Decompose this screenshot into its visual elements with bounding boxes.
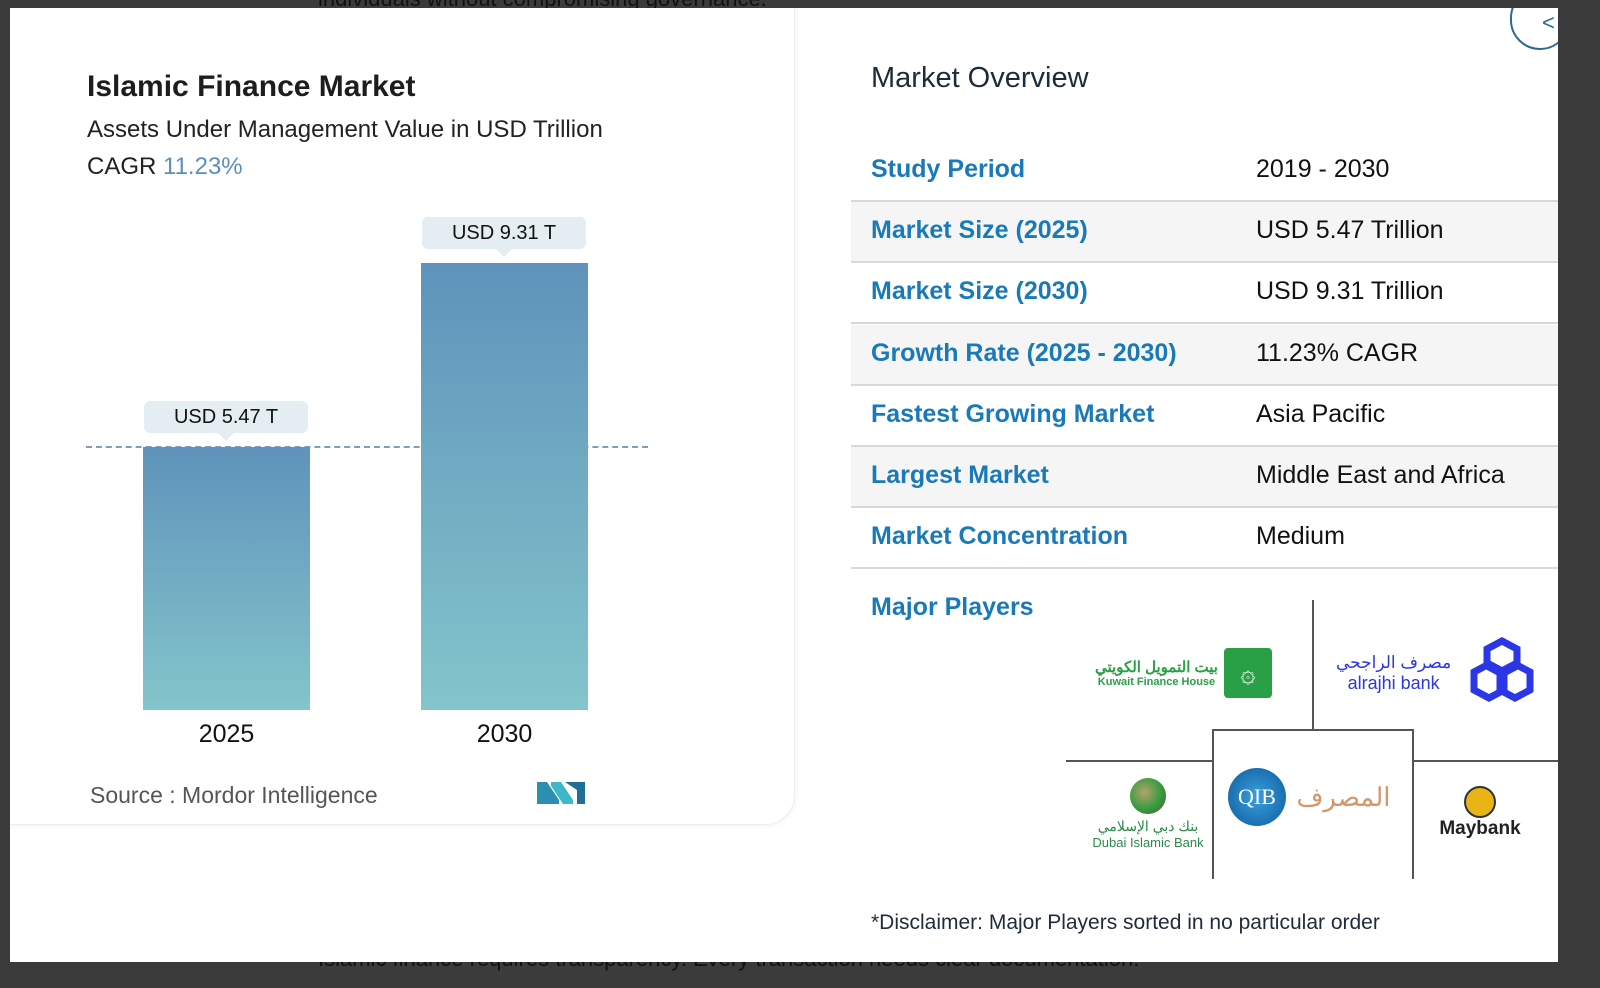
market-snapshot-card: Islamic Finance Market Assets Under Mana… (10, 8, 1558, 962)
overview-row: Study Period 2019 - 2030 (851, 141, 1558, 202)
background-text-top: individuals without compromising governa… (318, 0, 767, 12)
bar-2025 (143, 447, 310, 710)
row-value: Middle East and Africa (1256, 461, 1505, 489)
dib-name: Dubai Islamic Bank (1092, 835, 1204, 850)
row-value: Medium (1256, 522, 1345, 551)
qib-logo: QIB المصرف (1228, 768, 1390, 826)
dib-globe-icon (1130, 778, 1166, 814)
kfh-arabic: بيت التمويل الكويتي (1095, 659, 1218, 676)
bar-2030 (421, 263, 588, 710)
row-value: 2019 - 2030 (1256, 155, 1390, 183)
row-value: USD 9.31 Trillion (1256, 277, 1444, 306)
alrajhi-arabic: مصرف الراجحي (1336, 652, 1452, 672)
overview-row: Growth Rate (2025 - 2030) 11.23% CAGR (851, 324, 1558, 386)
overview-row: Largest Market Middle East and Africa (851, 447, 1558, 508)
data-label: USD 9.31 T (422, 217, 586, 257)
maybank-name: Maybank (1439, 818, 1521, 839)
row-label: Market Size (2030) (871, 277, 1088, 306)
chart-title: Islamic Finance Market (87, 70, 416, 103)
overview-row: Market Size (2025) USD 5.47 Trillion (851, 202, 1558, 264)
kfh-emblem-icon: ۞ (1223, 648, 1272, 698)
chart-subtitle: Assets Under Management Value in USD Tri… (87, 116, 603, 143)
qib-emblem: QIB (1228, 768, 1286, 826)
cagr-value: 11.23% (163, 153, 243, 180)
disclaimer: *Disclaimer: Major Players sorted in no … (871, 911, 1380, 934)
share-icon: < (1542, 10, 1555, 35)
reference-line (86, 446, 648, 448)
row-label: Market Concentration (871, 522, 1128, 551)
data-label: USD 5.47 T (144, 401, 308, 442)
kuwait-finance-house-logo: بيت التمويل الكويتي Kuwait Finance House… (1095, 648, 1272, 698)
chart-panel (10, 8, 795, 825)
dubai-islamic-bank-logo: بنك دبي الإسلامي Dubai Islamic Bank (1088, 778, 1208, 850)
share-button[interactable]: < (1510, 8, 1558, 50)
overview-row: Market Concentration Medium (851, 508, 1558, 570)
row-label: Market Size (2025) (871, 216, 1088, 245)
qib-arabic: المصرف (1296, 781, 1391, 812)
overview-title: Market Overview (871, 62, 1089, 94)
row-label: Fastest Growing Market (871, 399, 1155, 428)
maybank-logo: Maybank (1430, 786, 1530, 840)
cagr-text: CAGR 11.23% (87, 153, 243, 181)
alrajhi-hexagon-icon (1470, 637, 1534, 702)
x-tick-label: 2025 (198, 720, 255, 748)
major-players-label: Major Players (871, 593, 1034, 621)
alrajhi-bank-logo: مصرف الراجحي alrajhi bank (1336, 636, 1539, 710)
mordor-intelligence-logo (537, 782, 585, 804)
row-value: Asia Pacific (1256, 399, 1386, 428)
dib-arabic: بنك دبي الإسلامي (1097, 818, 1199, 834)
row-value: USD 5.47 Trillion (1256, 216, 1444, 245)
maybank-tiger-icon (1464, 786, 1496, 818)
x-tick-label: 2030 (476, 720, 533, 748)
row-label: Growth Rate (2025 - 2030) (871, 338, 1177, 367)
source-text: Source : Mordor Intelligence (90, 782, 378, 808)
row-value: 11.23% CAGR (1256, 338, 1419, 367)
overview-row: Market Size (2030) USD 9.31 Trillion (851, 263, 1558, 325)
row-label: Largest Market (871, 461, 1049, 489)
overview-row: Fastest Growing Market Asia Pacific (851, 386, 1558, 447)
row-label: Study Period (871, 155, 1026, 183)
alrajhi-name: alrajhi bank (1347, 672, 1440, 693)
cagr-label: CAGR (87, 153, 157, 180)
kfh-name: Kuwait Finance House (1097, 676, 1216, 688)
